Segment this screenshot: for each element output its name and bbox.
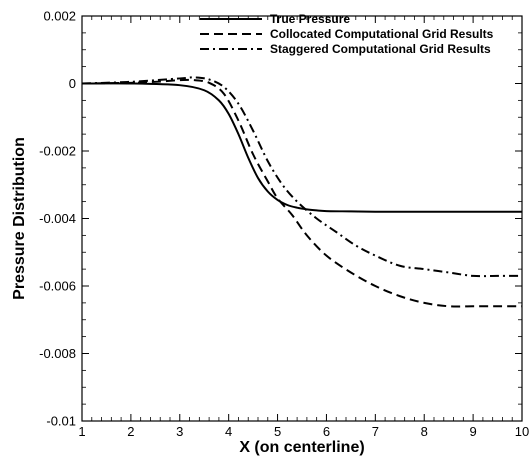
x-tick-label: 5 [274,424,281,439]
staggered-grid-line [81,76,522,278]
true-pressure-line [81,82,522,213]
legend-entry-collocated: Collocated Computational Grid Results [200,27,494,41]
x-tick-label: 4 [225,424,232,439]
x-tick-label: 10 [515,424,529,439]
x-tick-label: 6 [323,424,330,439]
x-tick-label: 1 [78,424,85,439]
y-tick-label: 0 [69,76,76,91]
legend-label: Staggered Computational Grid Results [270,42,491,56]
legend-label: Collocated Computational Grid Results [270,27,494,41]
y-tick-label: 0.002 [43,9,76,24]
x-tick-label: 7 [372,424,379,439]
x-axis-ticks: 1 2 3 4 5 6 7 8 9 10 [78,16,529,439]
x-tick-label: 2 [127,424,134,439]
legend-entry-true-pressure: True Pressure [200,12,350,26]
x-tick-label: 3 [176,424,183,439]
y-tick-label: -0.008 [39,346,76,361]
y-axis-ticks: 0.002 0 -0.002 -0.004 -0.006 -0.008 -0.01 [39,9,522,429]
x-axis-title: X (on centerline) [239,439,364,456]
y-tick-label: -0.01 [46,414,76,429]
legend-entry-staggered: Staggered Computational Grid Results [200,42,491,56]
y-tick-label: -0.002 [39,144,76,159]
x-tick-label: 9 [469,424,476,439]
collocated-grid-line [81,78,522,308]
plot-border [81,15,523,422]
x-tick-label: 8 [421,424,428,439]
legend-label: True Pressure [270,12,350,26]
plot-frame [81,15,523,422]
y-tick-label: -0.006 [39,279,76,294]
series-lines [81,76,522,308]
y-axis-title: Pressure Distribution [11,137,28,300]
y-tick-label: -0.004 [39,211,76,226]
